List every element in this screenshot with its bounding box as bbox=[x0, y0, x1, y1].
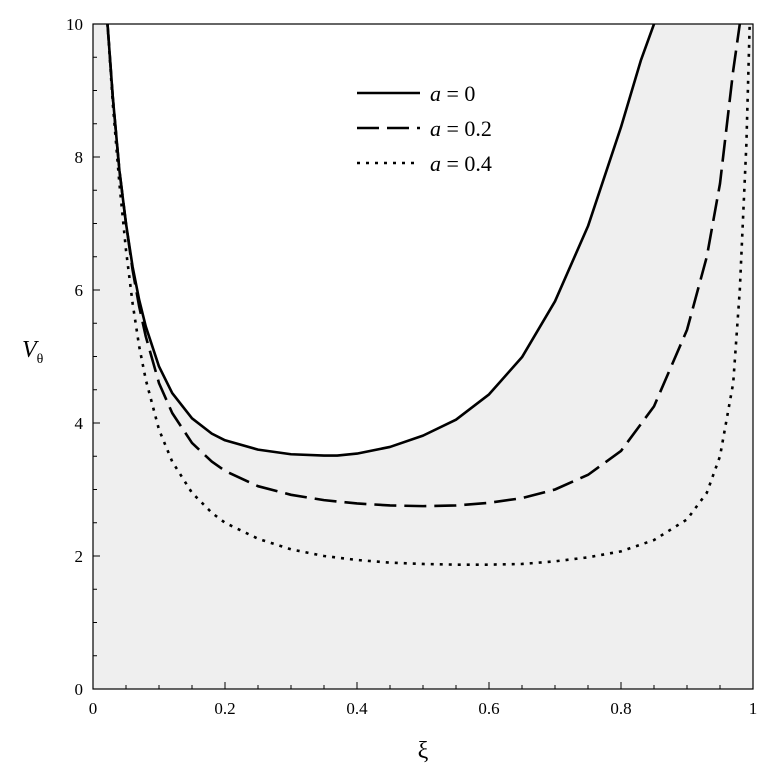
y-axis-label: Vθ bbox=[22, 337, 44, 367]
legend-label-3: a = 0.4 bbox=[430, 151, 492, 176]
x-axis-ticks: 0 0.2 0.4 0.6 0.8 1 bbox=[89, 682, 758, 718]
y-axis-label-subscript: θ bbox=[37, 352, 44, 367]
y-tick-label: 0 bbox=[75, 680, 84, 699]
series-line-2 bbox=[106, 24, 742, 508]
series-lines bbox=[106, 24, 751, 566]
y-tick-label: 10 bbox=[66, 15, 83, 34]
x-tick-label: 0.8 bbox=[610, 699, 631, 718]
x-tick-label: 0.4 bbox=[346, 699, 368, 718]
y-tick-label: 6 bbox=[75, 281, 84, 300]
y-tick-label: 2 bbox=[75, 547, 84, 566]
x-tick-label: 0 bbox=[89, 699, 98, 718]
legend-label-1: a = 0 bbox=[430, 81, 475, 106]
x-tick-label: 1 bbox=[749, 699, 758, 718]
x-tick-label: 0.6 bbox=[478, 699, 499, 718]
legend: a = 0 a = 0.2 a = 0.4 bbox=[357, 81, 492, 176]
y-axis-ticks: 0 2 4 6 8 10 bbox=[66, 15, 100, 699]
feasible-region-fill bbox=[107, 24, 654, 456]
x-tick-label: 0.2 bbox=[214, 699, 235, 718]
legend-label-2: a = 0.2 bbox=[430, 116, 492, 141]
y-tick-label: 4 bbox=[75, 414, 84, 433]
x-axis-label: ξ bbox=[418, 738, 429, 764]
y-tick-label: 8 bbox=[75, 148, 84, 167]
y-axis-label-main: V bbox=[22, 337, 39, 363]
